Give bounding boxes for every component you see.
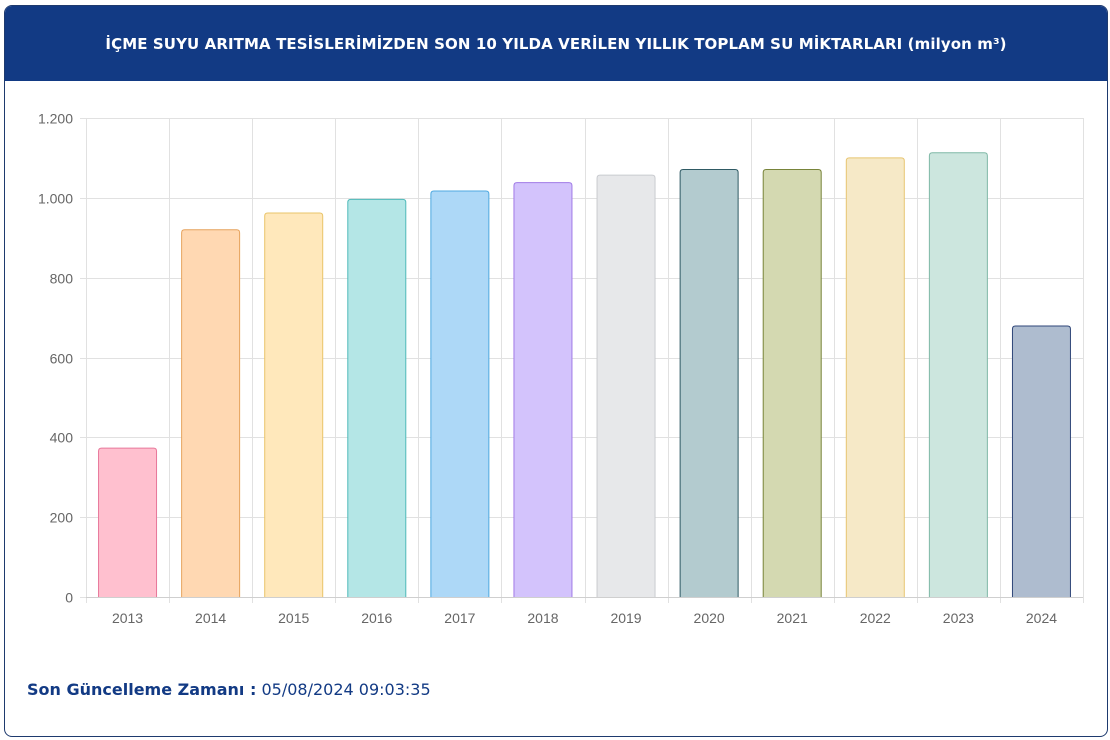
x-tick-label: 2023 [943,610,974,626]
y-tick-label: 0 [65,590,73,606]
x-tick-label: 2016 [361,610,392,626]
bar-outline [845,157,905,597]
bar-outline [679,168,739,597]
chart-title: İÇME SUYU ARITMA TESİSLERİMİZDEN SON 10 … [105,34,1007,53]
x-tick-label: 2014 [195,610,226,626]
bar-outline [347,198,407,597]
bar-outline [181,229,241,597]
x-tick-label: 2018 [527,610,558,626]
y-tick-label: 1.200 [38,111,73,127]
bar [264,213,323,598]
x-tick-label: 2021 [777,610,808,626]
bar [846,157,905,597]
x-tick-label: 2020 [694,610,725,626]
y-tick-label: 600 [50,351,74,367]
y-tick-label: 1.000 [38,191,73,207]
bar [1012,325,1071,597]
bar [181,229,240,597]
bar [597,175,656,598]
last-update-label: Son Güncelleme Zamanı : [27,680,257,699]
bar [430,191,489,598]
bar [98,448,157,597]
y-tick-label: 800 [50,271,74,287]
bar [347,199,406,597]
x-tick-label: 2019 [610,610,641,626]
card-header: İÇME SUYU ARITMA TESİSLERİMİZDEN SON 10 … [5,6,1107,81]
bar-outline [264,212,324,597]
x-tick-label: 2022 [860,610,891,626]
bar-outline [513,182,573,597]
x-tick-label: 2015 [278,610,309,626]
x-tick-label: 2024 [1026,610,1057,626]
bar [929,152,988,598]
axis-layer: 0 200 400 600 800 1.000 1.200 2013 2014 2015 2016 2… [38,111,1083,626]
last-update: Son Güncelleme Zamanı : 05/08/2024 09:03… [27,680,431,699]
bar-outline [928,152,988,597]
x-tick-label: 2013 [112,610,143,626]
x-tick-label: 2017 [444,610,475,626]
bar [680,169,739,597]
grid-layer [80,118,1084,603]
y-tick-label: 400 [50,430,74,446]
bar-outline [596,174,656,597]
bar [513,182,572,598]
bars-layer [98,152,1071,598]
bar-outline [762,168,822,597]
bar [763,169,822,597]
bar-outline [1011,325,1071,597]
bar-outline [98,447,158,597]
bar-outline [430,190,490,597]
last-update-value: 05/08/2024 09:03:35 [261,680,431,699]
y-tick-label: 200 [50,510,74,526]
